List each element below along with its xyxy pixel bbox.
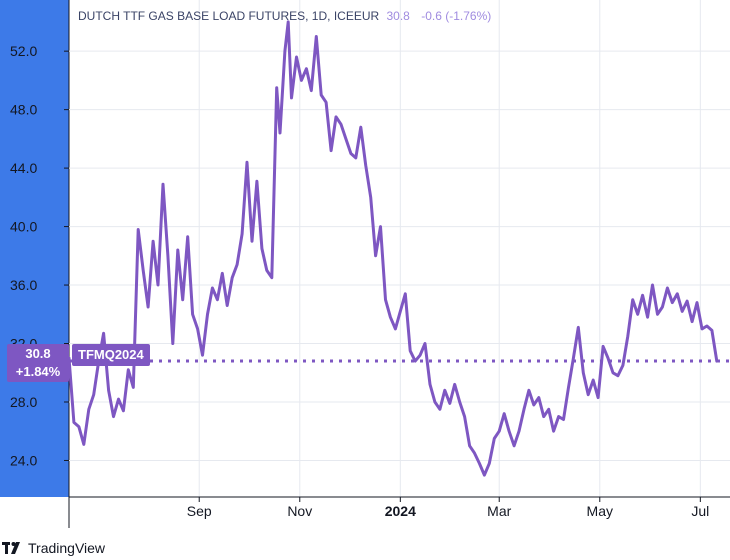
chart-title-text: DUTCH TTF GAS BASE LOAD FUTURES, 1D, ICE…	[78, 9, 380, 23]
y-tick-label: 40.0	[10, 219, 37, 235]
tradingview-logo-icon	[2, 542, 20, 554]
y-tick-label: 28.0	[10, 394, 37, 410]
y-tick-label: 24.0	[10, 452, 37, 468]
current-price-value: 30.8	[25, 346, 51, 361]
price-change: -0.6 (-1.76%)	[421, 9, 492, 23]
x-tick-label: Mar	[487, 503, 511, 519]
chart-title: DUTCH TTF GAS BASE LOAD FUTURES, 1D, ICE…	[78, 9, 491, 23]
x-tick-label: 2024	[385, 503, 416, 519]
x-tick-label: Jul	[691, 503, 709, 519]
y-tick-label: 36.0	[10, 277, 37, 293]
last-price: 30.8	[386, 9, 410, 23]
price-series-line	[67, 20, 719, 477]
tradingview-brand[interactable]: TradingView	[2, 540, 105, 556]
symbol-label: TFMQ2024	[72, 344, 150, 366]
brand-name: TradingView	[28, 540, 106, 556]
x-tick-label: Nov	[287, 503, 312, 519]
x-tick-label: Sep	[187, 503, 212, 519]
current-price-label: 30.8 +1.84%	[7, 344, 69, 382]
current-price-change: +1.84%	[15, 364, 61, 379]
x-tick-label: May	[587, 503, 613, 519]
y-tick-label: 44.0	[10, 160, 37, 176]
y-tick-label: 52.0	[10, 43, 37, 59]
y-axis-panel	[0, 0, 69, 497]
y-tick-label: 48.0	[10, 102, 37, 118]
footer: TradingView	[0, 528, 730, 560]
